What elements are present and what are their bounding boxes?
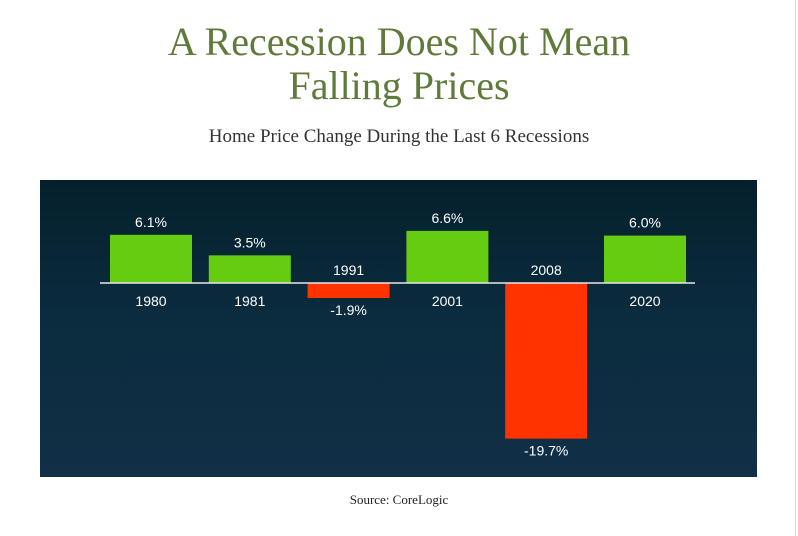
category-label-1981: 1981 [234,293,265,309]
value-label-2001: 6.6% [431,210,463,226]
title-line-2: Falling Prices [288,63,510,108]
bar-2020 [604,235,686,283]
page-edge-rule [795,0,796,536]
bar-1991 [307,283,390,299]
category-label-2020: 2020 [629,293,660,309]
bar-1981 [208,255,291,283]
chart-subtitle: Home Price Change During the Last 6 Rece… [208,126,590,147]
bar-2008 [505,283,588,439]
source-note: Source: CoreLogic [349,492,449,507]
value-label-2008: -19.7% [524,443,568,459]
category-label-1980: 1980 [135,293,166,309]
value-label-1981: 3.5% [234,234,266,250]
bar-2001 [406,230,489,283]
value-label-1991: -1.9% [330,302,367,318]
category-label-2001: 2001 [432,293,463,309]
category-label-2008: 2008 [531,262,562,278]
bar-chart: 6.1% 1980 3.5% 1981 -1.9% 1991 6.6% 2001 -19.7% 2… [100,210,695,459]
title-line-1: A Recession Does Not Mean [167,19,631,64]
value-label-2020: 6.0% [629,215,661,231]
chart-panel: 6.1% 1980 3.5% 1981 -1.9% 1991 6.6% 2001 -19.7% 2… [40,180,757,477]
value-label-1980: 6.1% [135,214,167,230]
page-title: A Recession Does Not Mean Falling Prices [0,20,798,108]
bar-1980 [110,234,192,283]
category-label-1991: 1991 [333,262,364,278]
